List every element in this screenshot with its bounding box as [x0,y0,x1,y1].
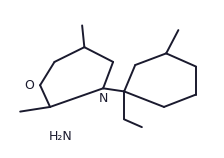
Text: H₂N: H₂N [49,130,73,143]
Text: O: O [25,79,34,92]
Text: N: N [99,92,108,105]
